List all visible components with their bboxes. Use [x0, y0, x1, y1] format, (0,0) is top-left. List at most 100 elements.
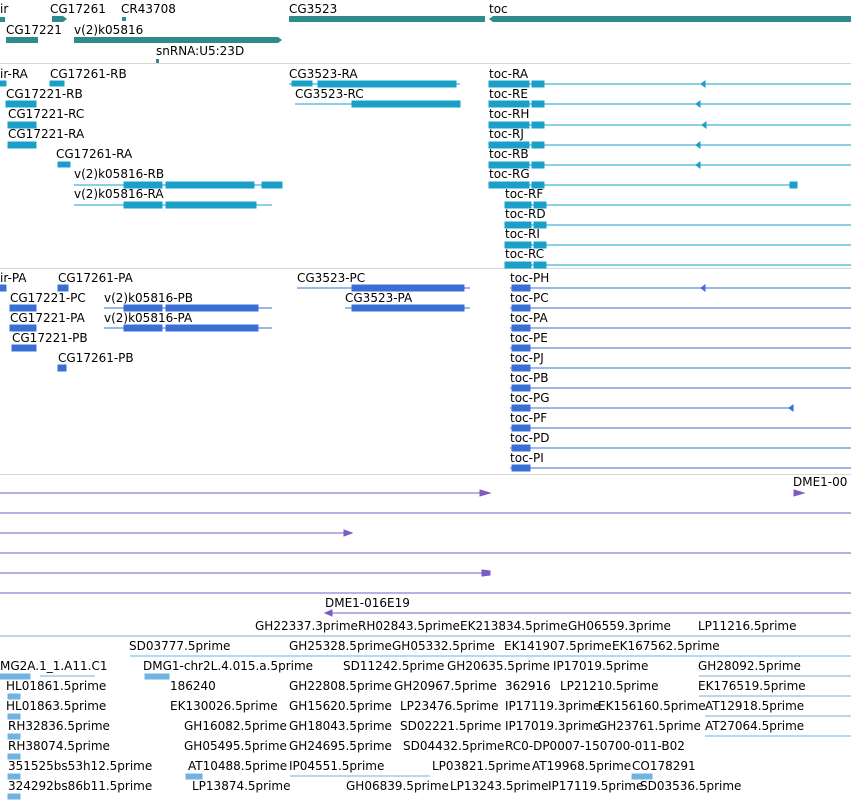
transcript-glyph[interactable]	[123, 201, 163, 209]
transcript-glyph[interactable]	[488, 161, 530, 169]
est-label[interactable]: IP17019.3prime	[505, 719, 601, 733]
est-label[interactable]: GH18043.5prime	[289, 719, 392, 733]
gene-glyph[interactable]	[156, 59, 159, 63]
est-glyph[interactable]	[144, 673, 170, 680]
est-label[interactable]: GH15620.5prime	[289, 699, 392, 713]
transcript-glyph[interactable]	[488, 80, 530, 88]
protein-glyph[interactable]	[9, 324, 37, 332]
est-label[interactable]: 351525bs53h12.5prime	[8, 759, 153, 773]
transcript-label[interactable]: toc-RI	[505, 227, 540, 241]
transcript-glyph[interactable]	[533, 201, 547, 209]
transcript-glyph[interactable]	[488, 141, 530, 149]
est-glyph[interactable]	[7, 693, 21, 700]
est-label[interactable]: RH32836.5prime	[8, 719, 110, 733]
protein-glyph[interactable]	[351, 304, 465, 312]
est-label[interactable]: IP17119.5prime	[548, 779, 644, 793]
gene-label-cr43708[interactable]: CR43708	[121, 2, 176, 16]
transcript-glyph[interactable]	[531, 181, 545, 189]
protein-glyph[interactable]	[511, 424, 531, 432]
insertion-glyph[interactable]	[481, 569, 491, 577]
protein-label[interactable]: CG17221-PC	[10, 291, 86, 305]
protein-label[interactable]: toc-PH	[510, 271, 550, 285]
gene-label-v2k05816[interactable]: v(2)k05816	[74, 23, 144, 37]
protein-label[interactable]: CG3523-PC	[297, 271, 366, 285]
gene-glyph[interactable]	[122, 17, 126, 21]
est-label[interactable]: HL01863.5prime	[6, 699, 107, 713]
transcript-glyph[interactable]	[533, 241, 547, 249]
est-label[interactable]: SD04432.5prime	[403, 739, 505, 753]
transcript-glyph[interactable]	[504, 241, 532, 249]
transcript-label[interactable]: CG17261-RB	[50, 67, 127, 81]
protein-glyph[interactable]	[11, 344, 37, 352]
transcript-glyph[interactable]	[165, 201, 257, 209]
transcript-label[interactable]: CG17221-RB	[6, 87, 83, 101]
est-label[interactable]: CO178291	[632, 759, 696, 773]
est-label[interactable]: DMG1-chr2L.4.015.a.5prime	[143, 659, 314, 673]
protein-glyph[interactable]	[123, 304, 163, 312]
transcript-label[interactable]: CG17261-RA	[56, 147, 133, 161]
est-label[interactable]: EK213834.5prime	[460, 619, 568, 633]
protein-glyph[interactable]	[511, 344, 531, 352]
transcript-label[interactable]: CG3523-RC	[295, 87, 364, 101]
protein-glyph[interactable]	[788, 404, 794, 412]
gene-glyph[interactable]	[6, 37, 38, 43]
gene-glyph[interactable]	[289, 16, 485, 22]
est-label[interactable]: EK167562.5prime	[612, 639, 720, 653]
transcript-glyph[interactable]	[789, 181, 798, 189]
est-label[interactable]: EK130026.5prime	[170, 699, 278, 713]
protein-glyph[interactable]	[0, 284, 7, 292]
est-label[interactable]: GH25328.5prime	[289, 639, 392, 653]
protein-glyph[interactable]	[165, 324, 259, 332]
est-label[interactable]: GH06559.3prime	[568, 619, 671, 633]
est-label[interactable]: 186240	[170, 679, 216, 693]
transcript-glyph[interactable]	[700, 80, 706, 88]
transcript-label[interactable]: toc-RD	[505, 207, 546, 221]
protein-label[interactable]: CG17221-PA	[10, 311, 85, 325]
insertion-label[interactable]: DME1-016E19	[325, 596, 410, 610]
gene-label-cg17261[interactable]: CG17261	[50, 2, 106, 16]
est-glyph[interactable]	[7, 753, 21, 760]
protein-glyph[interactable]	[700, 284, 706, 292]
protein-glyph[interactable]	[511, 444, 531, 452]
est-label[interactable]: RH02843.5prime	[358, 619, 460, 633]
transcript-glyph[interactable]	[504, 261, 532, 269]
insertion-glyph[interactable]	[793, 489, 806, 497]
transcript-glyph[interactable]	[504, 201, 532, 209]
protein-glyph[interactable]	[165, 304, 259, 312]
gene-glyph[interactable]	[52, 16, 67, 22]
protein-label[interactable]: toc-PF	[510, 411, 548, 425]
est-label[interactable]: EK176519.5prime	[698, 679, 806, 693]
gene-label-ir[interactable]: ir	[0, 2, 9, 16]
transcript-glyph[interactable]	[7, 141, 37, 149]
est-label[interactable]: AT12918.5prime	[705, 699, 805, 713]
protein-glyph[interactable]	[511, 324, 531, 332]
protein-label[interactable]: toc-PA	[510, 311, 548, 325]
transcript-glyph[interactable]	[695, 161, 701, 169]
est-label[interactable]: GH22337.3prime	[255, 619, 358, 633]
est-label[interactable]: HL01861.5prime	[6, 679, 107, 693]
transcript-glyph[interactable]	[123, 181, 163, 189]
est-label[interactable]: GH05332.5prime	[392, 639, 495, 653]
protein-glyph[interactable]	[511, 304, 531, 312]
transcript-glyph[interactable]	[531, 121, 545, 129]
est-label[interactable]: 362916	[505, 679, 551, 693]
est-glyph[interactable]	[7, 713, 21, 720]
est-label[interactable]: GH24695.5prime	[289, 739, 392, 753]
protein-glyph[interactable]	[123, 324, 163, 332]
gene-glyph[interactable]	[489, 16, 851, 22]
transcript-glyph[interactable]	[165, 181, 255, 189]
transcript-glyph[interactable]	[351, 100, 461, 108]
transcript-glyph[interactable]	[49, 80, 65, 87]
transcript-glyph[interactable]	[0, 80, 7, 87]
est-glyph[interactable]	[0, 673, 31, 680]
insertion-label[interactable]: DME1-00	[793, 475, 848, 489]
est-glyph[interactable]	[7, 733, 21, 740]
transcript-label[interactable]: toc-RE	[489, 87, 528, 101]
est-label[interactable]: GH16082.5prime	[184, 719, 287, 733]
est-label[interactable]: EK156160.5prime	[598, 699, 706, 713]
est-label[interactable]: AT10488.5prime	[188, 759, 288, 773]
transcript-glyph[interactable]	[531, 80, 545, 88]
protein-label[interactable]: toc-PE	[510, 331, 548, 345]
transcript-label[interactable]: toc-RJ	[489, 127, 524, 141]
protein-label[interactable]: CG17261-PA	[58, 271, 133, 285]
